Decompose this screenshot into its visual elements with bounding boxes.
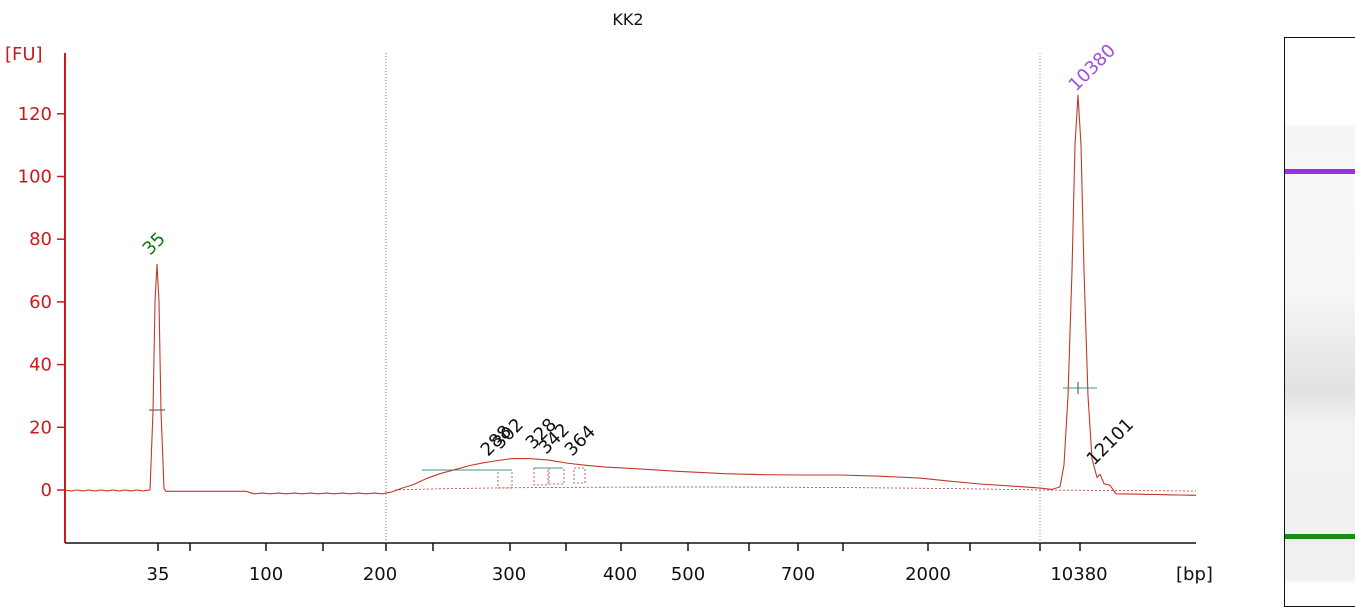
region-288 (497, 469, 513, 489)
peak-label-10380: 10380 (1065, 40, 1120, 95)
x-tick-label: 300 (492, 564, 526, 585)
gel-lane-background (1284, 37, 1355, 607)
x-tick-label: 200 (363, 564, 397, 585)
peak-height-marks (149, 382, 1079, 411)
chart-title: KK2 (612, 10, 643, 29)
peak-label-35: 35 (139, 228, 170, 259)
baseline-dotted-trace (394, 486, 1197, 492)
y-tick-label: 40 (29, 355, 52, 376)
electropherogram-trace (64, 94, 1197, 496)
y-tick-label: 60 (29, 292, 52, 313)
x-tick-label: 500 (671, 564, 705, 585)
y-ticks: 0 20 40 60 80 100 120 (18, 104, 65, 501)
gel-lower-marker-band (1285, 534, 1355, 539)
fragment-regions (497, 467, 586, 489)
x-tick-label: 400 (603, 564, 637, 585)
gel-upper-marker-band (1285, 169, 1355, 174)
y-tick-label: 80 (29, 229, 52, 250)
y-tick-label: 120 (18, 104, 52, 125)
region-342 (548, 467, 565, 485)
region-328 (533, 467, 549, 486)
y-tick-label: 0 (41, 480, 52, 501)
gel-lane-image (1284, 37, 1355, 607)
region-364 (573, 467, 586, 484)
x-tick-label: 10380 (1050, 564, 1107, 585)
x-ticks: 35 100 200 300 400 500 700 2000 10380 (147, 543, 1108, 585)
y-tick-label: 100 (18, 167, 52, 188)
y-tick-label: 20 (29, 417, 52, 438)
x-tick-label: 35 (147, 564, 170, 585)
x-tick-label: 100 (249, 564, 283, 585)
y-axis-label: [FU] (5, 44, 43, 65)
x-axis-label: [bp] (1176, 564, 1213, 585)
x-tick-label: 700 (781, 564, 815, 585)
electropherogram-chart: KK2 [FU] [bp] 0 20 40 60 80 100 120 35 100 200 30… (5, 10, 1213, 585)
x-tick-label: 2000 (905, 564, 951, 585)
